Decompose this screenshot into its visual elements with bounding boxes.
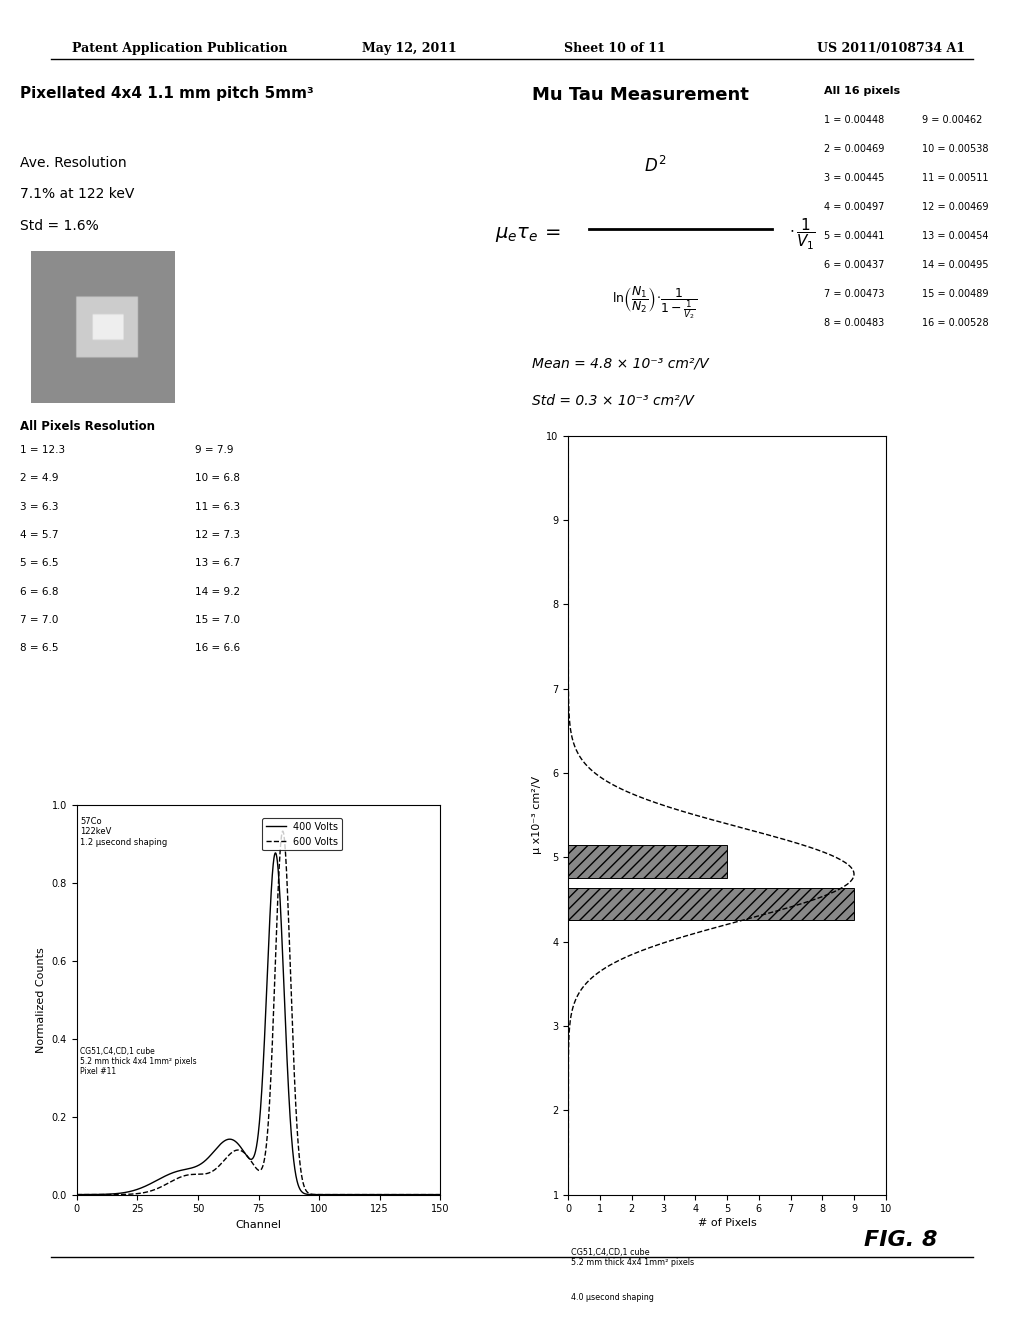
600 Volts [248,1156,260,1172]
600 Volts [424,1187,436,1203]
Text: 5 = 0.00441: 5 = 0.00441 [824,231,885,242]
Text: 16 = 0.00528: 16 = 0.00528 [922,318,988,329]
Text: Std = 0.3 × 10⁻³ cm²/V: Std = 0.3 × 10⁻³ cm²/V [532,393,694,408]
Bar [568,887,854,920]
Text: 2 = 4.9: 2 = 4.9 [20,473,59,483]
400 Volts [357,1187,370,1203]
600 Volts [238,1144,250,1160]
400 Volts [89,1187,101,1203]
Text: 4 = 5.7: 4 = 5.7 [20,529,59,540]
600 Volts [434,1187,446,1203]
Text: 15 = 0.00489: 15 = 0.00489 [922,289,988,300]
Text: 2 = 0.00469: 2 = 0.00469 [824,144,885,154]
Text: 10 = 0.00538: 10 = 0.00538 [922,144,988,154]
Text: 3 = 6.3: 3 = 6.3 [20,502,59,512]
Text: 10 = 6.8: 10 = 6.8 [195,473,240,483]
600 Volts [276,824,289,840]
Text: 7.1% at 122 keV: 7.1% at 122 keV [20,187,135,202]
Text: 13 = 0.00454: 13 = 0.00454 [922,231,988,242]
Point [583,222,595,238]
Text: Sheet 10 of 11: Sheet 10 of 11 [563,42,666,55]
Text: 8 = 0.00483: 8 = 0.00483 [824,318,885,329]
Text: Mu Tau Measurement: Mu Tau Measurement [532,86,750,104]
400 Volts [71,1187,83,1203]
Text: 11 = 6.3: 11 = 6.3 [195,502,240,512]
Text: 11 = 0.00511: 11 = 0.00511 [922,173,988,183]
400 Volts [424,1187,436,1203]
400 Volts [269,845,282,861]
Text: 57Co
122keV
1.2 μsecond shaping: 57Co 122keV 1.2 μsecond shaping [81,817,168,846]
Text: 14 = 9.2: 14 = 9.2 [195,586,240,597]
Point [766,222,778,238]
Text: 13 = 6.7: 13 = 6.7 [195,558,240,569]
Text: 12 = 0.00469: 12 = 0.00469 [922,202,988,213]
Y-axis label: μ x10⁻³ cm²/V: μ x10⁻³ cm²/V [532,776,542,854]
Text: 8 = 6.5: 8 = 6.5 [20,643,59,653]
Text: Mean = 4.8 × 10⁻³ cm²/V: Mean = 4.8 × 10⁻³ cm²/V [532,356,709,371]
Text: 9 = 7.9: 9 = 7.9 [195,445,233,455]
Text: 4 = 0.00497: 4 = 0.00497 [824,202,885,213]
600 Volts [71,1187,83,1203]
Y-axis label: Normalized Counts: Normalized Counts [36,946,46,1053]
Text: 6 = 0.00437: 6 = 0.00437 [824,260,885,271]
Text: FIG. 8: FIG. 8 [864,1230,938,1250]
Text: 1 = 0.00448: 1 = 0.00448 [824,115,885,125]
Text: May 12, 2011: May 12, 2011 [362,42,457,55]
Text: $D^2$: $D^2$ [644,156,666,176]
Text: 6 = 6.8: 6 = 6.8 [20,586,59,597]
Text: All Pixels Resolution: All Pixels Resolution [20,420,156,433]
Text: 1 = 12.3: 1 = 12.3 [20,445,66,455]
400 Volts [434,1187,446,1203]
Text: Std = 1.6%: Std = 1.6% [20,219,99,234]
600 Volts [89,1187,101,1203]
Text: 12 = 7.3: 12 = 7.3 [195,529,240,540]
Text: 5 = 6.5: 5 = 6.5 [20,558,59,569]
Line: 600 Volts: 600 Volts [77,832,440,1195]
Text: $\ln\!\left(\dfrac{N_1}{N_2}\right)\!\cdot\!\dfrac{1}{1-\frac{1}{V_2}}$: $\ln\!\left(\dfrac{N_1}{N_2}\right)\!\cd… [612,284,697,321]
Text: 3 = 0.00445: 3 = 0.00445 [824,173,885,183]
X-axis label: # of Pixels: # of Pixels [697,1218,757,1229]
400 Volts [424,1187,436,1203]
600 Volts [357,1187,370,1203]
Text: 4.0 μsecond shaping: 4.0 μsecond shaping [571,1294,654,1303]
Text: 14 = 0.00495: 14 = 0.00495 [922,260,988,271]
400 Volts [238,1144,250,1160]
400 Volts [248,1150,260,1166]
Text: Pixellated 4x4 1.1 mm pitch 5mm³: Pixellated 4x4 1.1 mm pitch 5mm³ [20,86,314,100]
Text: 15 = 7.0: 15 = 7.0 [195,615,240,626]
Text: CG51,C4,CD,1 cube
5.2 mm thick 4x4 1mm² pixels
Pixel #11: CG51,C4,CD,1 cube 5.2 mm thick 4x4 1mm² … [81,1047,197,1076]
X-axis label: Channel: Channel [236,1220,282,1230]
Text: 9 = 0.00462: 9 = 0.00462 [922,115,982,125]
Line: 400 Volts: 400 Volts [77,853,440,1195]
Text: CG51,C4,CD,1 cube
5.2 mm thick 4x4 1mm² pixels: CG51,C4,CD,1 cube 5.2 mm thick 4x4 1mm² … [571,1247,694,1267]
600 Volts [424,1187,436,1203]
Bar [568,846,727,878]
Text: Patent Application Publication: Patent Application Publication [72,42,287,55]
Text: 7 = 0.00473: 7 = 0.00473 [824,289,885,300]
Text: $\cdot\,\dfrac{1}{V_1}$: $\cdot\,\dfrac{1}{V_1}$ [790,216,816,252]
Text: 7 = 7.0: 7 = 7.0 [20,615,58,626]
Text: $\mu_e\tau_e\,=$: $\mu_e\tau_e\,=$ [496,224,561,244]
Text: US 2011/0108734 A1: US 2011/0108734 A1 [817,42,965,55]
Legend: 400 Volts, 600 Volts: 400 Volts, 600 Volts [262,818,342,850]
Text: Ave. Resolution: Ave. Resolution [20,156,127,170]
Text: 16 = 6.6: 16 = 6.6 [195,643,240,653]
Text: All 16 pixels: All 16 pixels [824,86,900,96]
